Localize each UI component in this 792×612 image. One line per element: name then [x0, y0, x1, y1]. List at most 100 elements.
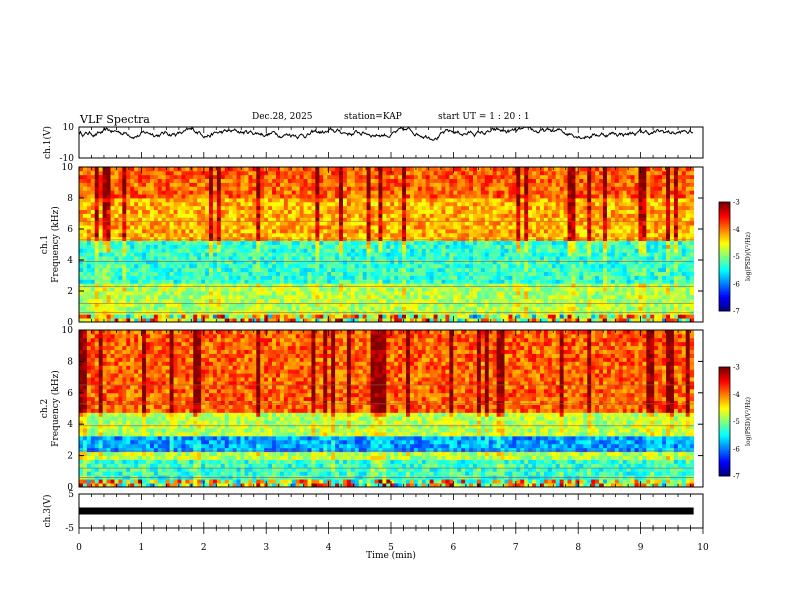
ch1-spectrogram-cell [512, 302, 517, 307]
ch1-spectrogram-cell [157, 306, 163, 311]
ch1-spectrogram-cell [516, 302, 521, 307]
ch1-spectrogram-cell [130, 283, 135, 288]
ch1-spectrogram-cell [441, 306, 446, 311]
ch1-spectrogram-cell [252, 275, 257, 280]
ch1-spectrogram-cell [520, 186, 525, 191]
ch1-spectrogram-cell [299, 318, 304, 323]
ch1-spectrogram-cell [142, 221, 147, 226]
ch1-spectrogram-cell [319, 287, 324, 292]
ch1-spectrogram-cell [370, 194, 375, 199]
ch1-spectrogram-cell [374, 178, 379, 183]
ch1-spectrogram-cell [311, 291, 316, 296]
ch1-spectrogram-cell [260, 279, 265, 284]
ch1-spectrogram-cell [504, 174, 509, 180]
ch1-spectrogram-cell [315, 209, 320, 214]
ch1-spectrogram-cell [409, 306, 415, 311]
ch1-spectrogram-cell [205, 217, 210, 222]
ch1-spectrogram-cell [252, 178, 257, 183]
ch1-spectrogram-cell [268, 221, 273, 226]
ch1-spectrogram-cell [346, 205, 352, 211]
ch1-spectrogram-cell [303, 236, 308, 242]
ch1-spectrogram-cell [311, 170, 316, 176]
ch1-spectrogram-cell [299, 213, 304, 218]
ch1-spectrogram-cell [79, 318, 84, 323]
ch1-spectrogram-cell [346, 248, 352, 253]
ch1-spectrogram-cell [110, 229, 115, 234]
ch1-spectrogram-cell [453, 275, 458, 280]
ch1-spectrogram-cell [457, 209, 462, 214]
ch1-spectrogram-cell [303, 178, 308, 183]
ch1-spectrogram-cell [224, 279, 230, 284]
ch1-spectrogram-cell [244, 240, 249, 245]
ch1-spectrogram-cell [484, 263, 490, 269]
ch1-spectrogram-cell [551, 178, 557, 183]
ch1-spectrogram-cell [82, 287, 88, 292]
ch1-spectrogram-cell [394, 221, 399, 226]
ch1-spectrogram-cell [504, 314, 509, 319]
ch1-spectrogram-cell [528, 244, 533, 249]
ch1-spectrogram-cell [480, 275, 486, 280]
ch1-spectrogram-cell [445, 260, 450, 265]
ch1-spectrogram-cell [543, 287, 549, 292]
ch1-spectrogram-cell [276, 194, 281, 199]
ch1-spectrogram-cell [224, 294, 230, 300]
ch1-spectrogram-cell [216, 229, 222, 234]
ch1-spectrogram-cell [240, 318, 245, 323]
ch1-spectrogram-cell [532, 271, 537, 276]
ch1-spectrogram-cell [134, 291, 139, 296]
ch1-spectrogram-cell [145, 291, 151, 296]
ch1-spectrogram-cell [209, 275, 214, 280]
ch1-spectrogram-cell [339, 229, 344, 234]
ch1-spectrogram-cell [512, 186, 517, 191]
ch1-spectrogram-cell [394, 236, 399, 242]
ch1-spectrogram-cell [547, 186, 553, 191]
ch1-spectrogram-cell [98, 194, 104, 199]
ch1-spectrogram-cell [149, 178, 155, 183]
ch1-spectrogram-cell [276, 267, 281, 273]
ch1-spectrogram-cell [295, 294, 301, 300]
ch1-spectrogram-cell [480, 209, 486, 214]
ch1-spectrogram-cell [382, 260, 387, 265]
ch1-spectrogram-cell [457, 252, 462, 257]
ch1-spectrogram-cell [138, 213, 143, 218]
ch1-spectrogram-cell [126, 314, 131, 319]
ch1-spectrogram-cell [547, 194, 553, 199]
ch1-spectrogram-cell [185, 271, 190, 276]
ch1-spectrogram-cell [516, 182, 521, 187]
ch1-spectrogram-cell [409, 275, 415, 280]
ch1-spectrogram-cell [283, 217, 289, 222]
ch1-spectrogram-cell [106, 291, 111, 296]
ch1-spectrogram-cell [327, 178, 332, 183]
ch1-spectrogram-cell [252, 194, 257, 199]
ch1-spectrogram-cell [212, 167, 218, 172]
ch1-spectrogram-cell [268, 236, 273, 242]
ch1-spectrogram-cell [555, 260, 561, 265]
ch1-spectrogram-cell [169, 318, 174, 323]
ch1-spectrogram-cell [346, 174, 352, 180]
ch1-spectrogram-cell [216, 182, 222, 187]
ch1-spectrogram-cell [165, 213, 171, 218]
ch1-spectrogram-cell [469, 306, 474, 311]
ch1-spectrogram-cell [106, 205, 111, 211]
ch1-spectrogram-cell [516, 260, 521, 265]
ch1-spectrogram-cell [567, 291, 572, 296]
ch1-spectrogram-cell [449, 279, 454, 284]
ch1-spectrogram-cell [189, 174, 194, 180]
ch1-spectrogram-cell [90, 186, 96, 191]
ch1-spectrogram-cell [177, 167, 182, 172]
ch1-spectrogram-cell [417, 298, 423, 304]
ch1-spectrogram-cell [236, 283, 241, 288]
ch1-spectrogram-cell [563, 271, 568, 276]
ch1-spectrogram-cell [433, 271, 438, 276]
ch1-spectrogram-cell [248, 217, 253, 222]
ch1-spectrogram-cell [236, 318, 241, 323]
ch1-spectrogram-cell [94, 283, 100, 288]
ch1-spectrogram-cell [516, 279, 521, 284]
ch1-spectrogram-cell [114, 256, 119, 261]
ch1-spectrogram-cell [276, 221, 281, 226]
ch1-spectrogram-cell [268, 271, 273, 276]
ch1-spectrogram-cell [433, 252, 438, 257]
ch1-spectrogram-cell [201, 236, 206, 242]
ch1-spectrogram-cell [496, 198, 501, 203]
ch1-spectrogram-cell [323, 198, 328, 203]
